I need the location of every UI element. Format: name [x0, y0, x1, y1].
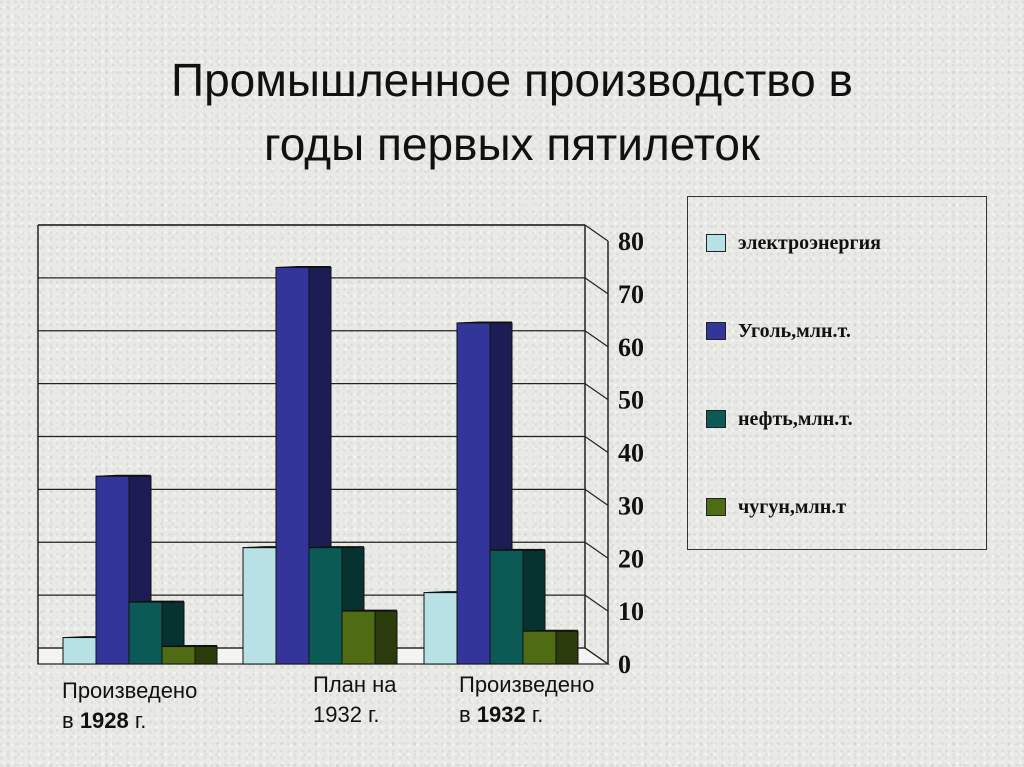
y-tick-label-40: 40 [618, 439, 644, 468]
bar-pig-iron-1932-side [555, 630, 579, 665]
category-label-1928: Произведено в 1928 г. [62, 676, 197, 736]
chart-title: Промышленное производство в годы первых … [0, 48, 1024, 176]
bar-electricity-plan-1932 [242, 547, 277, 665]
bar-oil-1932 [489, 549, 524, 665]
legend-label-electricity: электроэнергия [738, 231, 881, 254]
bar-pig-iron-plan-1932 [341, 610, 376, 665]
bar-pig-iron-1932 [522, 630, 557, 665]
gridline-depth-30 [584, 488, 609, 506]
bar-coal-plan-1932 [275, 266, 310, 665]
category-label-plan-line-2: 1932 г. [313, 702, 380, 727]
category-label-1932-line-1: Произведено [459, 672, 595, 697]
legend-item-pig-iron: чугун,млн.т [706, 495, 847, 518]
category-label-1932-line-2: в 1932 г. [459, 702, 544, 727]
y-tick-label-20: 20 [618, 544, 644, 573]
category-label-1928-line-1: Произведено [62, 678, 198, 703]
legend-item-coal: Уголь,млн.т. [706, 319, 851, 342]
bar-electricity-1932 [423, 592, 458, 665]
category-label-plan-line-1: План на [313, 672, 397, 697]
legend-swatch-pig-iron [706, 498, 726, 516]
category-label-plan-1932: План на 1932 г. [313, 670, 397, 730]
gridline-depth-0 [584, 647, 609, 665]
bar-coal-1928 [95, 475, 130, 665]
category-label-1932: Произведено в 1932 г. [459, 670, 594, 730]
bar-pig-iron-1928 [161, 646, 196, 665]
bar-electricity-1928 [62, 637, 97, 665]
legend-swatch-electricity [706, 234, 726, 252]
gridline-depth-80 [584, 224, 609, 242]
gridline-depth-60 [584, 330, 609, 348]
gridline-depth-40 [584, 436, 609, 453]
y-tick-label-50: 50 [618, 386, 644, 415]
legend-item-oil: нефть,млн.т. [706, 407, 853, 430]
legend-swatch-oil [706, 410, 726, 428]
bar-pig-iron-1928-side [194, 646, 218, 665]
legend-label-oil: нефть,млн.т. [738, 407, 853, 430]
y-tick-label-60: 60 [618, 333, 644, 362]
gridline-depth-20 [584, 541, 609, 559]
category-label-1928-line-2: в 1928 г. [62, 708, 147, 733]
legend-item-electricity: электроэнергия [706, 231, 881, 254]
bar-oil-1928 [128, 601, 163, 665]
bar-oil-plan-1932 [308, 547, 343, 665]
legend-label-pig-iron: чугун,млн.т [738, 495, 847, 518]
chart-title-line-2: годы первых пятилеток [263, 118, 761, 170]
y-tick-label-70: 70 [618, 280, 644, 309]
bar-pig-iron-plan-1932-side [374, 610, 398, 665]
chart-legend: электроэнергия Уголь,млн.т. нефть,млн.т.… [687, 196, 987, 550]
gridline-depth-70 [584, 277, 609, 295]
legend-label-coal: Уголь,млн.т. [738, 319, 851, 342]
y-tick-label-0: 0 [618, 650, 631, 679]
y-tick-label-10: 10 [618, 597, 644, 626]
y-tick-label-80: 80 [618, 227, 644, 256]
chart-title-line-1: Промышленное производство в [171, 54, 853, 106]
legend-swatch-coal [706, 322, 726, 340]
gridline-depth-50 [584, 383, 609, 401]
gridline-depth-10 [584, 594, 609, 612]
bar-coal-1932 [456, 322, 491, 665]
y-tick-label-30: 30 [618, 491, 644, 520]
